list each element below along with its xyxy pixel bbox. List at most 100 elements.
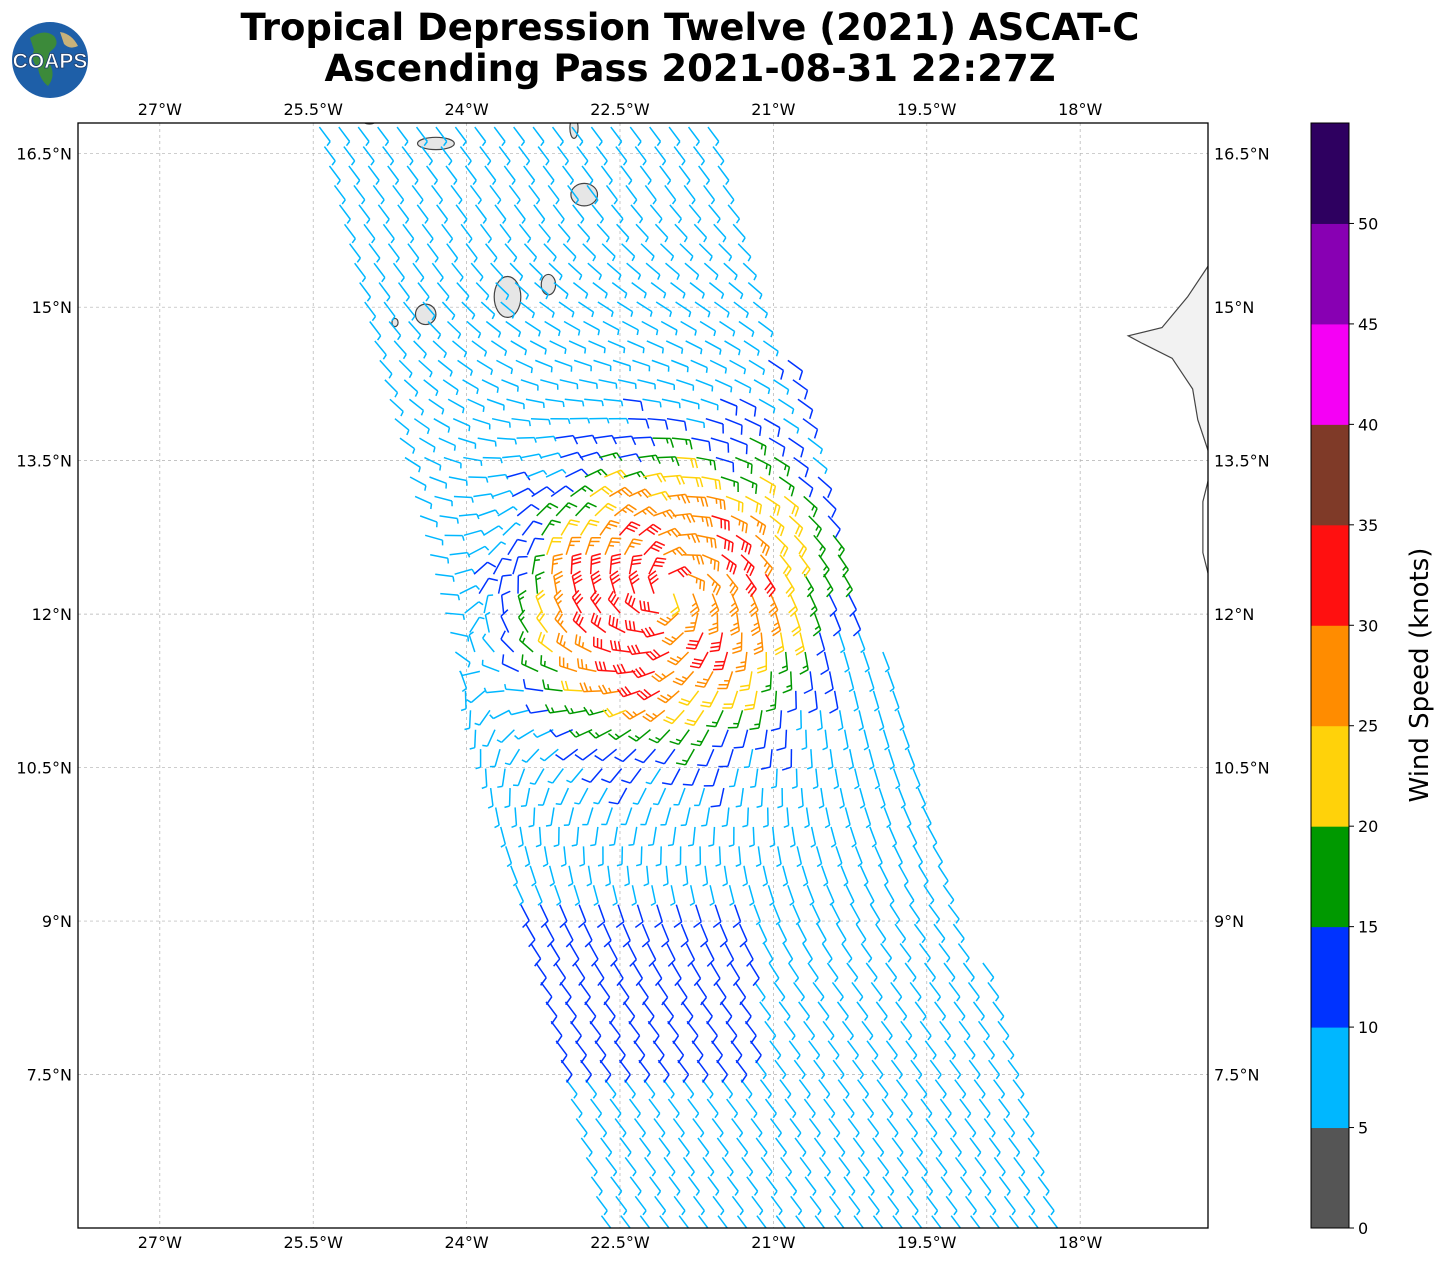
wind-barb-half-feather	[941, 1015, 947, 1021]
wind-barb-half-feather	[722, 882, 728, 887]
wind-barb-staff	[877, 1156, 890, 1173]
wind-barb-staff	[816, 923, 827, 941]
wind-barb-staff	[661, 923, 670, 942]
wind-barb-feather	[610, 958, 618, 967]
wind-barb-feather	[540, 977, 547, 986]
wind-barb-feather	[601, 684, 608, 694]
wind-barb-staff	[841, 943, 853, 959]
wind-barb	[748, 885, 755, 907]
wind-barb-half-feather	[889, 1190, 895, 1196]
wind-barb-staff	[648, 1098, 661, 1114]
wind-barb-staff	[607, 865, 612, 884]
wind-barb-half-feather	[808, 958, 813, 964]
wind-barb	[933, 923, 946, 944]
logo-continent-2	[60, 32, 78, 48]
wind-barb-half-feather	[952, 1132, 957, 1138]
wind-barb	[818, 1079, 831, 1099]
wind-barb-staff	[749, 962, 760, 979]
wind-barb	[574, 962, 586, 986]
wind-barb-half-feather	[908, 1113, 913, 1119]
wind-barb-half-feather	[912, 842, 918, 848]
wind-barb	[574, 748, 598, 761]
wind-barb	[646, 943, 657, 967]
wind-barb-staff	[805, 729, 808, 748]
wind-barb-half-feather	[823, 882, 829, 887]
wind-barb-half-feather	[754, 723, 760, 726]
wind-barb-half-feather	[690, 1171, 695, 1177]
wind-barb-half-feather	[880, 804, 886, 809]
wind-barb	[1042, 1195, 1055, 1216]
wind-barb-half-feather	[981, 1093, 986, 1099]
wind-barb-staff	[903, 884, 915, 901]
wind-barb-staff	[823, 1098, 836, 1114]
wind-barb-staff	[710, 1040, 723, 1056]
wind-barb-staff	[595, 1118, 608, 1134]
wind-barb-staff	[813, 1137, 826, 1153]
wind-barb-half-feather	[889, 765, 895, 770]
wind-barb-staff	[681, 1001, 694, 1017]
wind-barb-half-feather	[631, 902, 637, 907]
wind-barb-staff	[869, 904, 881, 921]
wind-barb	[798, 1079, 811, 1099]
wind-barb-staff	[682, 1156, 695, 1173]
wind-barb	[610, 1176, 623, 1196]
wind-barb-half-feather	[864, 1015, 869, 1021]
wind-barb-half-feather	[709, 902, 715, 907]
wind-barb-staff	[784, 729, 788, 748]
wind-barb	[765, 1176, 778, 1196]
wind-barb	[599, 1059, 612, 1083]
wind-barb	[612, 885, 618, 907]
logo-text: COAPS	[13, 50, 88, 73]
wind-barb-half-feather	[695, 863, 701, 867]
wind-barb-half-feather	[782, 882, 788, 887]
wind-barb-staff	[672, 1118, 685, 1134]
wind-barb	[917, 787, 927, 809]
wind-barb-staff	[929, 1059, 942, 1076]
wind-barb-half-feather	[593, 801, 599, 805]
wind-barb-staff	[644, 1156, 657, 1173]
wind-barb-feather	[528, 939, 536, 948]
wind-barb	[822, 1020, 835, 1041]
wind-barb-staff	[684, 865, 689, 884]
wind-barb-half-feather	[676, 1190, 681, 1196]
wind-barb	[867, 1195, 880, 1216]
wind-barb-staff	[678, 729, 690, 745]
wind-barb	[647, 1020, 660, 1044]
wind-barb	[773, 982, 786, 1002]
wind-barb-half-feather	[748, 1093, 753, 1099]
wind-barb	[804, 807, 810, 829]
wind-barb	[702, 1156, 715, 1177]
wind-barb-half-feather	[750, 785, 756, 789]
wind-barb	[598, 684, 622, 695]
wind-barb-half-feather	[743, 766, 750, 769]
wind-barb-staff	[700, 1001, 713, 1017]
wind-barb-staff	[675, 904, 683, 923]
wind-barb	[952, 923, 965, 944]
wind-barb	[487, 787, 494, 809]
wind-barb	[563, 807, 575, 826]
wind-barb-half-feather	[907, 957, 912, 963]
wind-barb-staff	[612, 885, 618, 903]
wind-barb-half-feather	[675, 863, 681, 867]
wind-barb-staff	[635, 729, 651, 742]
wind-barb-half-feather	[738, 1132, 744, 1138]
wind-barb-half-feather	[766, 1015, 772, 1021]
wind-barb-half-feather	[646, 1151, 652, 1158]
wind-barb-half-feather	[728, 1093, 734, 1099]
wind-barb	[796, 710, 802, 731]
island-brava	[391, 317, 399, 328]
wind-barb-half-feather	[867, 957, 873, 963]
wind-barb-half-feather	[884, 1171, 890, 1177]
wind-barb-feather	[616, 977, 624, 987]
wind-barb-staff	[758, 710, 763, 729]
wind-barb-staff	[711, 1118, 724, 1134]
wind-barb-staff	[909, 981, 922, 998]
wind-barb	[905, 1040, 918, 1060]
wind-barb-staff	[637, 787, 647, 805]
wind-barb	[872, 1137, 885, 1158]
wind-barb-feather	[674, 978, 682, 987]
wind-barb-staff	[759, 1079, 772, 1095]
wind-barb-half-feather	[909, 765, 915, 770]
wind-barb-feather	[680, 940, 689, 948]
wind-barb-half-feather	[858, 996, 864, 1002]
